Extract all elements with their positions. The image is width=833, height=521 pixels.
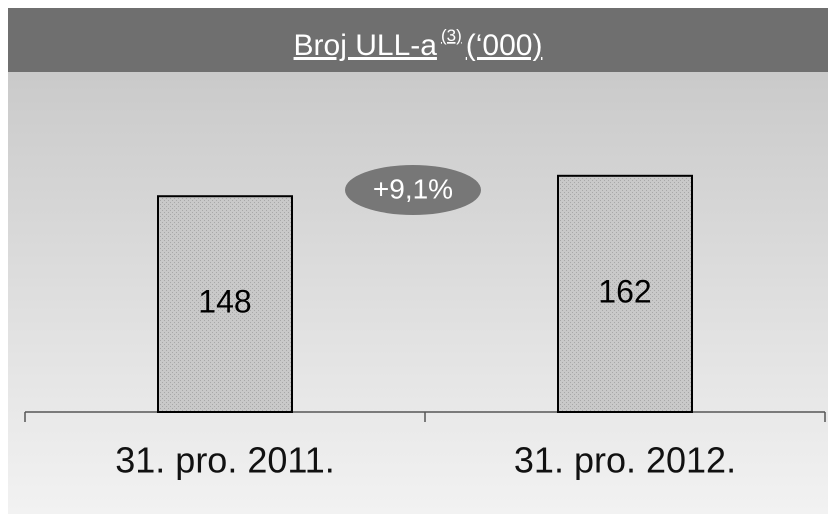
chart-title: Broj ULL-a (3) (‘000) <box>294 26 543 61</box>
value-label: 148 <box>198 284 251 320</box>
bar <box>157 195 293 413</box>
title-main: Broj ULL-a <box>294 29 438 62</box>
x-tick-label: 31. pro. 2011. <box>115 440 335 481</box>
x-tick-label: 31. pro. 2012. <box>514 440 736 481</box>
header-band <box>8 8 828 72</box>
plot-background <box>8 8 828 514</box>
annotation-bubble <box>345 165 481 215</box>
title-unit: (‘000) <box>466 29 543 62</box>
value-label: 162 <box>598 273 651 309</box>
title-note: (3) <box>441 26 462 45</box>
bar <box>557 174 693 413</box>
annotation: +9,1% <box>373 173 453 204</box>
